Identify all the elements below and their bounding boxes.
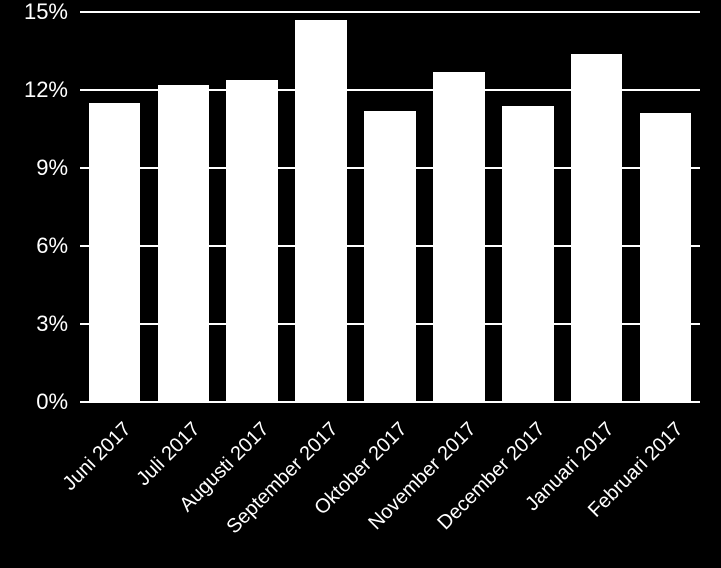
y-tick-label: 12% bbox=[0, 77, 68, 103]
bar bbox=[226, 80, 278, 402]
y-tick-label: 0% bbox=[0, 389, 68, 415]
bar bbox=[158, 85, 210, 402]
plot-area bbox=[80, 12, 700, 402]
gridline bbox=[80, 401, 700, 403]
y-tick-label: 9% bbox=[0, 155, 68, 181]
bar bbox=[433, 72, 485, 402]
y-tick-label: 6% bbox=[0, 233, 68, 259]
gridline bbox=[80, 245, 700, 247]
gridline bbox=[80, 11, 700, 13]
y-tick-label: 3% bbox=[0, 311, 68, 337]
bar bbox=[364, 111, 416, 402]
bar bbox=[502, 106, 554, 402]
bars-container bbox=[80, 12, 700, 402]
bar bbox=[571, 54, 623, 402]
y-tick-label: 15% bbox=[0, 0, 68, 25]
gridline bbox=[80, 167, 700, 169]
gridline bbox=[80, 323, 700, 325]
bar bbox=[295, 20, 347, 402]
bar-chart: 0%3%6%9%12%15%Juni 2017Juli 2017Augusti … bbox=[0, 0, 721, 568]
bar bbox=[640, 113, 692, 402]
gridline bbox=[80, 89, 700, 91]
bar bbox=[89, 103, 141, 402]
